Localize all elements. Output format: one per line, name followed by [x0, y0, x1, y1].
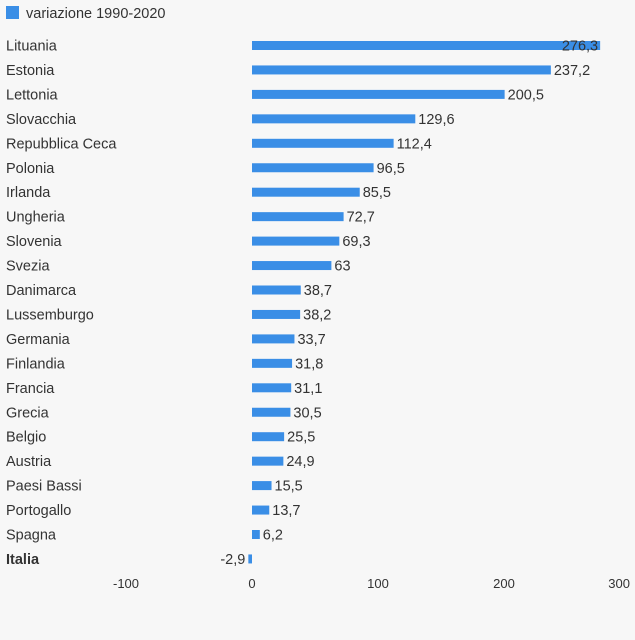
- value-label-svezia: 63: [334, 259, 350, 275]
- category-label-estonia: Estonia: [6, 63, 55, 79]
- category-label-grecia: Grecia: [6, 405, 50, 421]
- value-label-lussemburgo: 38,2: [303, 307, 331, 323]
- bar-portogallo: [252, 505, 270, 515]
- value-label-austria: 24,9: [286, 454, 314, 470]
- category-label-lituania: Lituania: [6, 39, 58, 55]
- category-label-svezia: Svezia: [6, 259, 50, 275]
- bar-irlanda: [252, 187, 360, 197]
- category-label-irlanda: Irlanda: [6, 185, 51, 201]
- value-label-paesi-bassi: 15,5: [275, 479, 303, 495]
- bar-germania: [252, 334, 295, 344]
- category-label-slovenia: Slovenia: [6, 234, 63, 250]
- value-label-irlanda: 85,5: [363, 185, 391, 201]
- category-label-finlandia: Finlandia: [6, 356, 66, 372]
- value-label-francia: 31,1: [294, 381, 322, 397]
- bar-lituania: [252, 41, 601, 50]
- value-label-lituania: 276,3: [562, 39, 598, 55]
- value-label-italia: -2,9: [220, 552, 245, 568]
- bar-finlandia: [252, 358, 293, 368]
- bar-slovacchia: [252, 114, 416, 124]
- category-label-italia: Italia: [6, 552, 40, 568]
- bar-belgio: [252, 432, 285, 442]
- category-label-francia: Francia: [6, 381, 55, 397]
- value-label-grecia: 30,5: [293, 405, 321, 421]
- bar-ungheria: [252, 212, 344, 222]
- category-label-austria: Austria: [6, 454, 52, 470]
- bar-grecia: [252, 407, 291, 417]
- value-label-ungheria: 72,7: [347, 210, 375, 226]
- category-label-repubblica-ceca: Repubblica Ceca: [6, 136, 117, 152]
- bars: [248, 41, 601, 564]
- bar-svezia: [252, 261, 332, 271]
- category-label-spagna: Spagna: [6, 528, 57, 544]
- bar-austria: [252, 456, 284, 466]
- value-labels: 276,3 237,2 200,5 129,6 112,4 96,5 85,5 72,7 69,…: [220, 39, 598, 568]
- bar-italia: [248, 554, 252, 564]
- category-label-ungheria: Ungheria: [6, 210, 66, 226]
- value-label-estonia: 237,2: [554, 63, 590, 79]
- value-label-germania: 33,7: [297, 332, 325, 348]
- value-label-finlandia: 31,8: [295, 356, 323, 372]
- value-label-danimarca: 38,7: [304, 283, 332, 299]
- bar-estonia: [252, 65, 551, 75]
- category-label-paesi-bassi: Paesi Bassi: [6, 479, 82, 495]
- value-label-slovenia: 69,3: [342, 234, 370, 250]
- bar-slovenia: [252, 236, 340, 246]
- legend: variazione 1990-2020: [6, 6, 165, 22]
- x-tick-label: 100: [367, 576, 389, 591]
- category-label-belgio: Belgio: [6, 430, 46, 446]
- value-label-portogallo: 13,7: [272, 503, 300, 519]
- x-tick-label: 300: [608, 576, 630, 591]
- value-label-repubblica-ceca: 112,4: [397, 136, 432, 152]
- bar-francia: [252, 383, 292, 393]
- bar-spagna: [252, 530, 260, 539]
- category-labels: Lituania Estonia Lettonia Slovacchia Repubbl…: [6, 39, 117, 568]
- x-tick-label: -100: [113, 576, 139, 591]
- value-label-slovacchia: 129,6: [418, 112, 454, 128]
- bar-danimarca: [252, 285, 301, 295]
- x-tick-label: 200: [493, 576, 515, 591]
- value-label-lettonia: 200,5: [508, 87, 544, 103]
- bar-paesi-bassi: [252, 481, 272, 491]
- category-label-lettonia: Lettonia: [6, 87, 59, 103]
- bar-lussemburgo: [252, 309, 301, 319]
- value-label-polonia: 96,5: [377, 161, 405, 177]
- category-label-danimarca: Danimarca: [6, 283, 77, 299]
- category-label-polonia: Polonia: [6, 161, 55, 177]
- legend-swatch: [6, 6, 19, 19]
- category-label-germania: Germania: [6, 332, 71, 348]
- x-tick-label: 0: [248, 576, 255, 591]
- bar-polonia: [252, 163, 374, 173]
- value-label-spagna: 6,2: [263, 528, 283, 544]
- x-axis-tick-labels: -100 0 100 200 300: [113, 576, 630, 591]
- category-label-portogallo: Portogallo: [6, 503, 71, 519]
- legend-label: variazione 1990-2020: [26, 6, 165, 22]
- category-label-lussemburgo: Lussemburgo: [6, 307, 94, 323]
- value-label-belgio: 25,5: [287, 430, 315, 446]
- bar-lettonia: [252, 89, 505, 99]
- category-label-slovacchia: Slovacchia: [6, 112, 77, 128]
- bar-repubblica-ceca: [252, 138, 394, 148]
